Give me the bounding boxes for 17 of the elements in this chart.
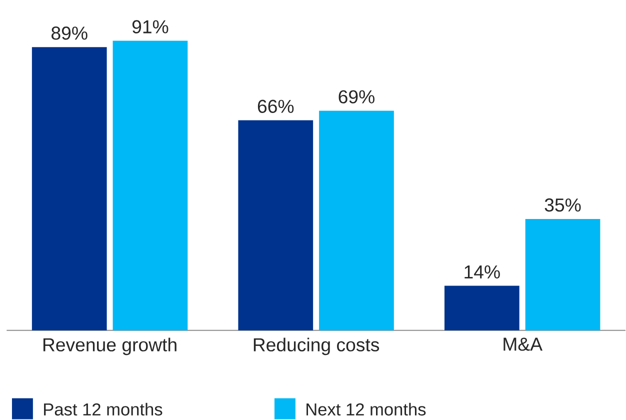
- x-tick-label: Reducing costs: [254, 338, 380, 355]
- legend-label: Next 12 months: [306, 402, 426, 416]
- data-label: 69%: [338, 90, 374, 104]
- bar: [444, 286, 520, 330]
- data-label: 14%: [464, 265, 500, 278]
- x-tick-label: Revenue growth: [43, 338, 176, 355]
- bar: [112, 40, 188, 330]
- data-label: 89%: [52, 26, 88, 40]
- x-tick-label: M&A: [504, 338, 542, 351]
- bar: [32, 47, 107, 330]
- bar: [525, 218, 600, 330]
- data-label: 66%: [258, 100, 294, 113]
- data-label: 35%: [544, 198, 581, 212]
- bar: [319, 110, 394, 330]
- legend-label: Past 12 months: [44, 402, 162, 416]
- bar: [238, 120, 314, 330]
- data-label: 91%: [132, 20, 168, 34]
